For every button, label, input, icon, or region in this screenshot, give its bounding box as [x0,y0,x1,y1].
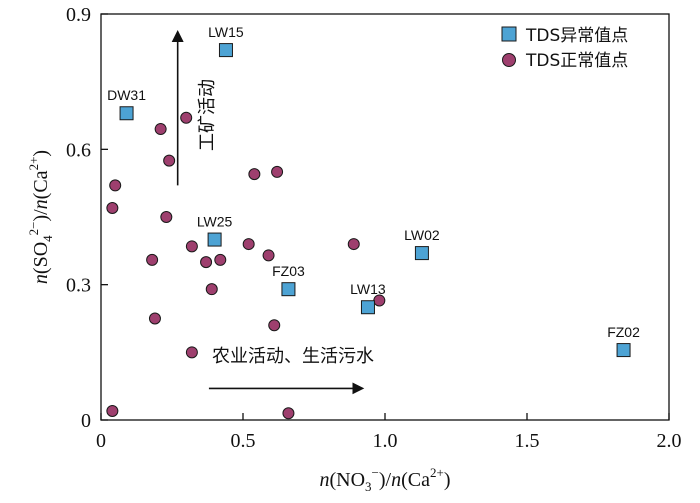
x-tick-label: 2.0 [657,430,682,452]
normal-point [106,201,119,214]
x-tick-label: 1.0 [373,430,398,452]
normal-point [106,404,119,417]
legend-square-marker [501,26,517,42]
normal-point [185,240,198,253]
data-points: LW15 DW31 LW25 LW02 FZ03 LW13 FZ02 [106,24,640,420]
anomaly-point-lw13 [360,300,375,315]
anomaly-point-label: FZ02 [607,324,640,340]
normal-point [146,253,159,266]
y-axis-title: n(SO42−)/n(Ca2+) [26,150,55,284]
normal-point [248,168,261,181]
anomaly-point-label: LW02 [404,227,440,243]
normal-point [154,123,167,136]
normal-point [200,256,213,269]
x-tick-label: 0.5 [231,430,256,452]
anomaly-point-lw02 [414,246,429,261]
annotations: 工矿活动 农业活动、生活污水 [171,30,374,395]
anomaly-point-lw15 [218,43,233,58]
x-axis: 0 0.5 1.0 1.5 2.0 [96,413,682,452]
anomaly-point-fz02 [616,343,631,358]
normal-point [282,407,295,420]
anomaly-point-fz03 [281,282,296,297]
normal-point [109,179,122,192]
legend-label-normal: TDS正常值点 [525,51,628,71]
normal-point [163,154,176,167]
normal-point [148,312,161,325]
legend-circle-marker [502,53,516,67]
y-tick-label: 0.6 [66,139,91,161]
agri-annotation: 农业活动、生活污水 [212,346,374,367]
y-tick-label: 0.9 [66,4,91,26]
anomaly-point-label: LW13 [350,281,386,297]
x-tick-label: 0 [96,430,106,452]
normal-point [242,238,255,251]
mining-annotation: 工矿活动 [197,79,218,151]
y-tick-label: 0.3 [66,275,91,297]
anomaly-point-lw25 [207,232,222,247]
anomaly-point-dw31 [119,106,134,121]
normal-point [271,165,284,178]
legend-label-anomaly: TDS异常值点 [525,26,628,46]
anomaly-point-label: LW15 [208,24,244,40]
normal-point [347,238,360,251]
anomaly-point-label: LW25 [197,214,233,230]
y-axis: 0 0.3 0.6 0.9 [66,4,108,432]
normal-point [180,111,193,124]
plot-frame [100,13,670,421]
legend: TDS异常值点 TDS正常值点 [501,26,628,71]
normal-point [185,346,198,359]
x-tick-label: 1.5 [515,430,540,452]
normal-point [214,253,227,266]
normal-point [262,249,275,262]
y-tick-label: 0 [81,410,91,432]
anomaly-point-label: FZ03 [272,263,305,279]
normal-point [268,319,281,332]
anomaly-point-label: DW31 [107,87,146,103]
normal-point [160,211,173,223]
normal-point [205,283,218,296]
x-axis-title: n(NO3−)/n(Ca2+) [319,465,450,494]
